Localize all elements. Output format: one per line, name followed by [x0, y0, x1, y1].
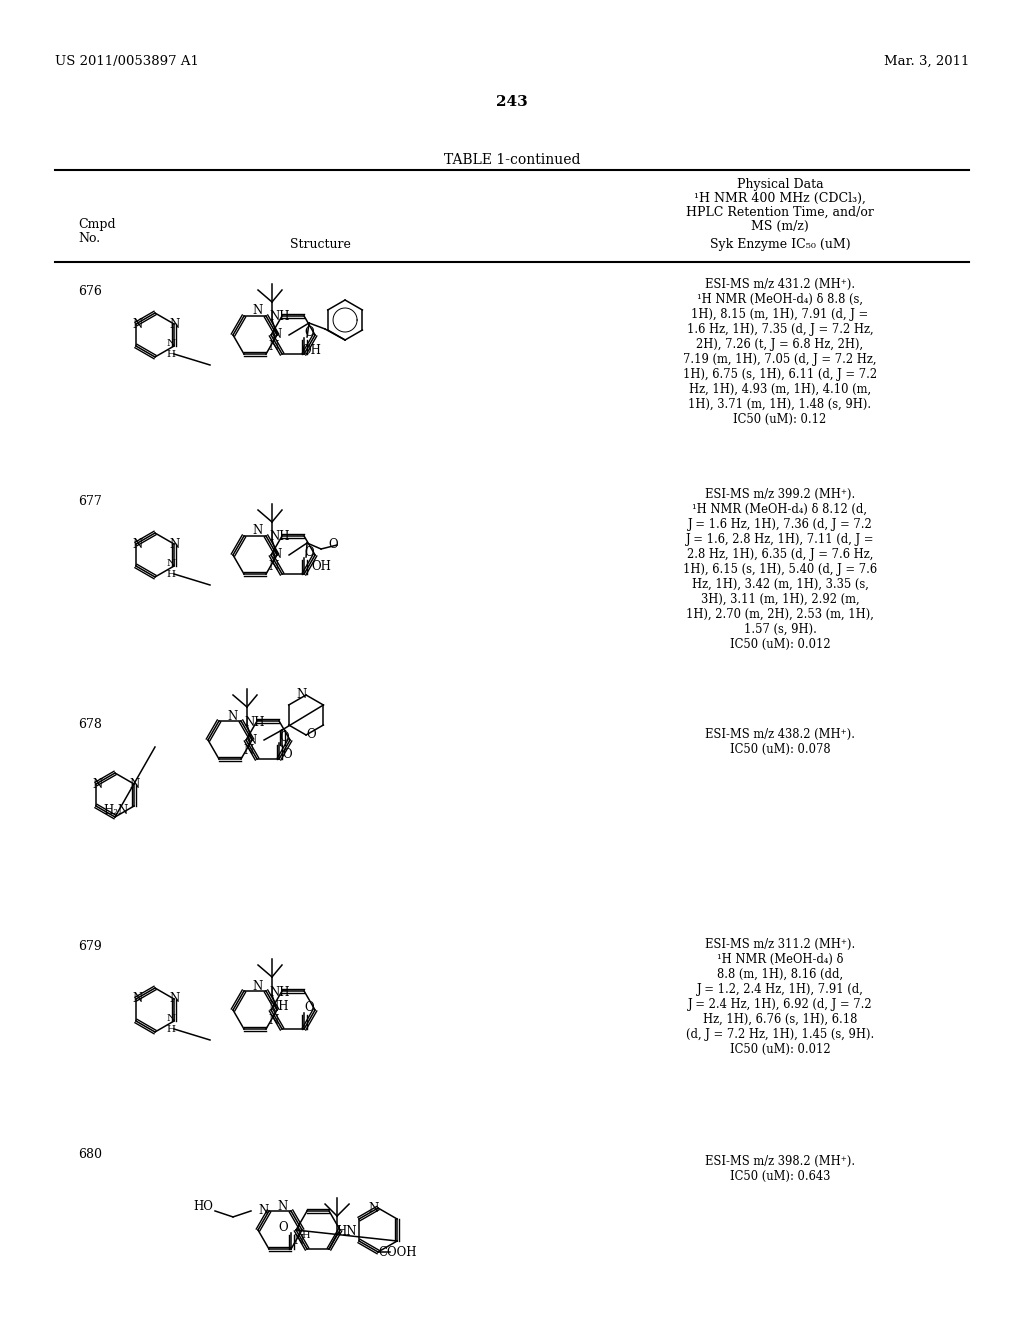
Text: NH: NH: [269, 531, 290, 544]
Text: 677: 677: [78, 495, 101, 508]
Text: Structure: Structure: [290, 238, 350, 251]
Text: N: N: [169, 993, 179, 1006]
Text: N: N: [244, 744, 254, 758]
Text: N: N: [271, 329, 282, 342]
Text: N: N: [259, 1204, 269, 1217]
Text: COOH: COOH: [379, 1246, 418, 1258]
Text: NH: NH: [269, 986, 290, 998]
Text: N: N: [269, 1015, 280, 1027]
Text: O: O: [280, 730, 289, 743]
Text: N: N: [133, 993, 143, 1006]
Text: N: N: [169, 318, 179, 330]
Text: H₂N: H₂N: [103, 804, 129, 817]
Text: 243: 243: [496, 95, 528, 110]
Text: OH: OH: [301, 345, 321, 358]
Text: O: O: [306, 729, 315, 742]
Text: N: N: [133, 318, 143, 330]
Text: MS (m/z): MS (m/z): [752, 220, 809, 234]
Text: ESI-MS m/z 431.2 (MH⁺).
¹H NMR (MeOH-d₄) δ 8.8 (s,
1H), 8.15 (m, 1H), 7.91 (d, J: ESI-MS m/z 431.2 (MH⁺). ¹H NMR (MeOH-d₄)…: [683, 279, 878, 426]
Text: NH: NH: [245, 715, 265, 729]
Text: ESI-MS m/z 438.2 (MH⁺).
IC50 (uM): 0.078: ESI-MS m/z 438.2 (MH⁺). IC50 (uM): 0.078: [705, 729, 855, 756]
Text: TABLE 1-continued: TABLE 1-continued: [443, 153, 581, 168]
Text: N
H: N H: [167, 1014, 175, 1034]
Text: N: N: [93, 777, 103, 791]
Text: N: N: [133, 537, 143, 550]
Text: HO: HO: [194, 1200, 213, 1213]
Text: 680: 680: [78, 1148, 102, 1162]
Text: ESI-MS m/z 398.2 (MH⁺).
IC50 (uM): 0.643: ESI-MS m/z 398.2 (MH⁺). IC50 (uM): 0.643: [705, 1155, 855, 1183]
Text: 676: 676: [78, 285, 101, 298]
Text: N
H: N H: [167, 560, 175, 578]
Text: N: N: [296, 689, 306, 701]
Text: N: N: [246, 734, 256, 747]
Text: O: O: [304, 545, 314, 558]
Text: N: N: [228, 710, 239, 722]
Text: US 2011/0053897 A1: US 2011/0053897 A1: [55, 55, 199, 69]
Text: N: N: [253, 305, 263, 318]
Text: HPLC Retention Time, and/or: HPLC Retention Time, and/or: [686, 206, 873, 219]
Text: No.: No.: [78, 232, 100, 246]
Text: ¹H NMR 400 MHz (CDCl₃),: ¹H NMR 400 MHz (CDCl₃),: [694, 191, 866, 205]
Text: NH: NH: [269, 310, 290, 323]
Text: N: N: [294, 1234, 304, 1247]
Text: Physical Data: Physical Data: [736, 178, 823, 191]
Text: N: N: [269, 339, 280, 352]
Text: O: O: [279, 1221, 288, 1234]
Text: N: N: [169, 537, 179, 550]
Text: 679: 679: [78, 940, 101, 953]
Text: N: N: [253, 524, 263, 537]
Text: O: O: [329, 539, 338, 552]
Text: Cmpd: Cmpd: [78, 218, 116, 231]
Text: N
H: N H: [167, 339, 175, 359]
Text: N: N: [368, 1201, 378, 1214]
Text: OH: OH: [311, 561, 331, 573]
Text: N: N: [278, 1200, 288, 1213]
Text: N: N: [269, 560, 280, 573]
Text: O: O: [283, 747, 292, 760]
Text: NH: NH: [269, 1001, 290, 1014]
Text: O: O: [304, 1001, 314, 1014]
Text: ESI-MS m/z 399.2 (MH⁺).
¹H NMR (MeOH-d₄) δ 8.12 (d,
J = 1.6 Hz, 1H), 7.36 (d, J : ESI-MS m/z 399.2 (MH⁺). ¹H NMR (MeOH-d₄)…: [683, 488, 878, 651]
Text: HN: HN: [337, 1225, 357, 1238]
Text: N: N: [271, 549, 282, 561]
Text: 678: 678: [78, 718, 101, 731]
Text: O: O: [304, 326, 314, 338]
Text: ESI-MS m/z 311.2 (MH⁺).
¹H NMR (MeOH-d₄) δ
8.8 (m, 1H), 8.16 (dd,
J = 1.2, 2.4 H: ESI-MS m/z 311.2 (MH⁺). ¹H NMR (MeOH-d₄)…: [686, 939, 874, 1056]
Text: Mar. 3, 2011: Mar. 3, 2011: [884, 55, 969, 69]
Text: N: N: [129, 777, 139, 791]
Text: N: N: [253, 979, 263, 993]
Text: Syk Enzyme IC₅₀ (uM): Syk Enzyme IC₅₀ (uM): [710, 238, 850, 251]
Text: H: H: [302, 1232, 310, 1241]
